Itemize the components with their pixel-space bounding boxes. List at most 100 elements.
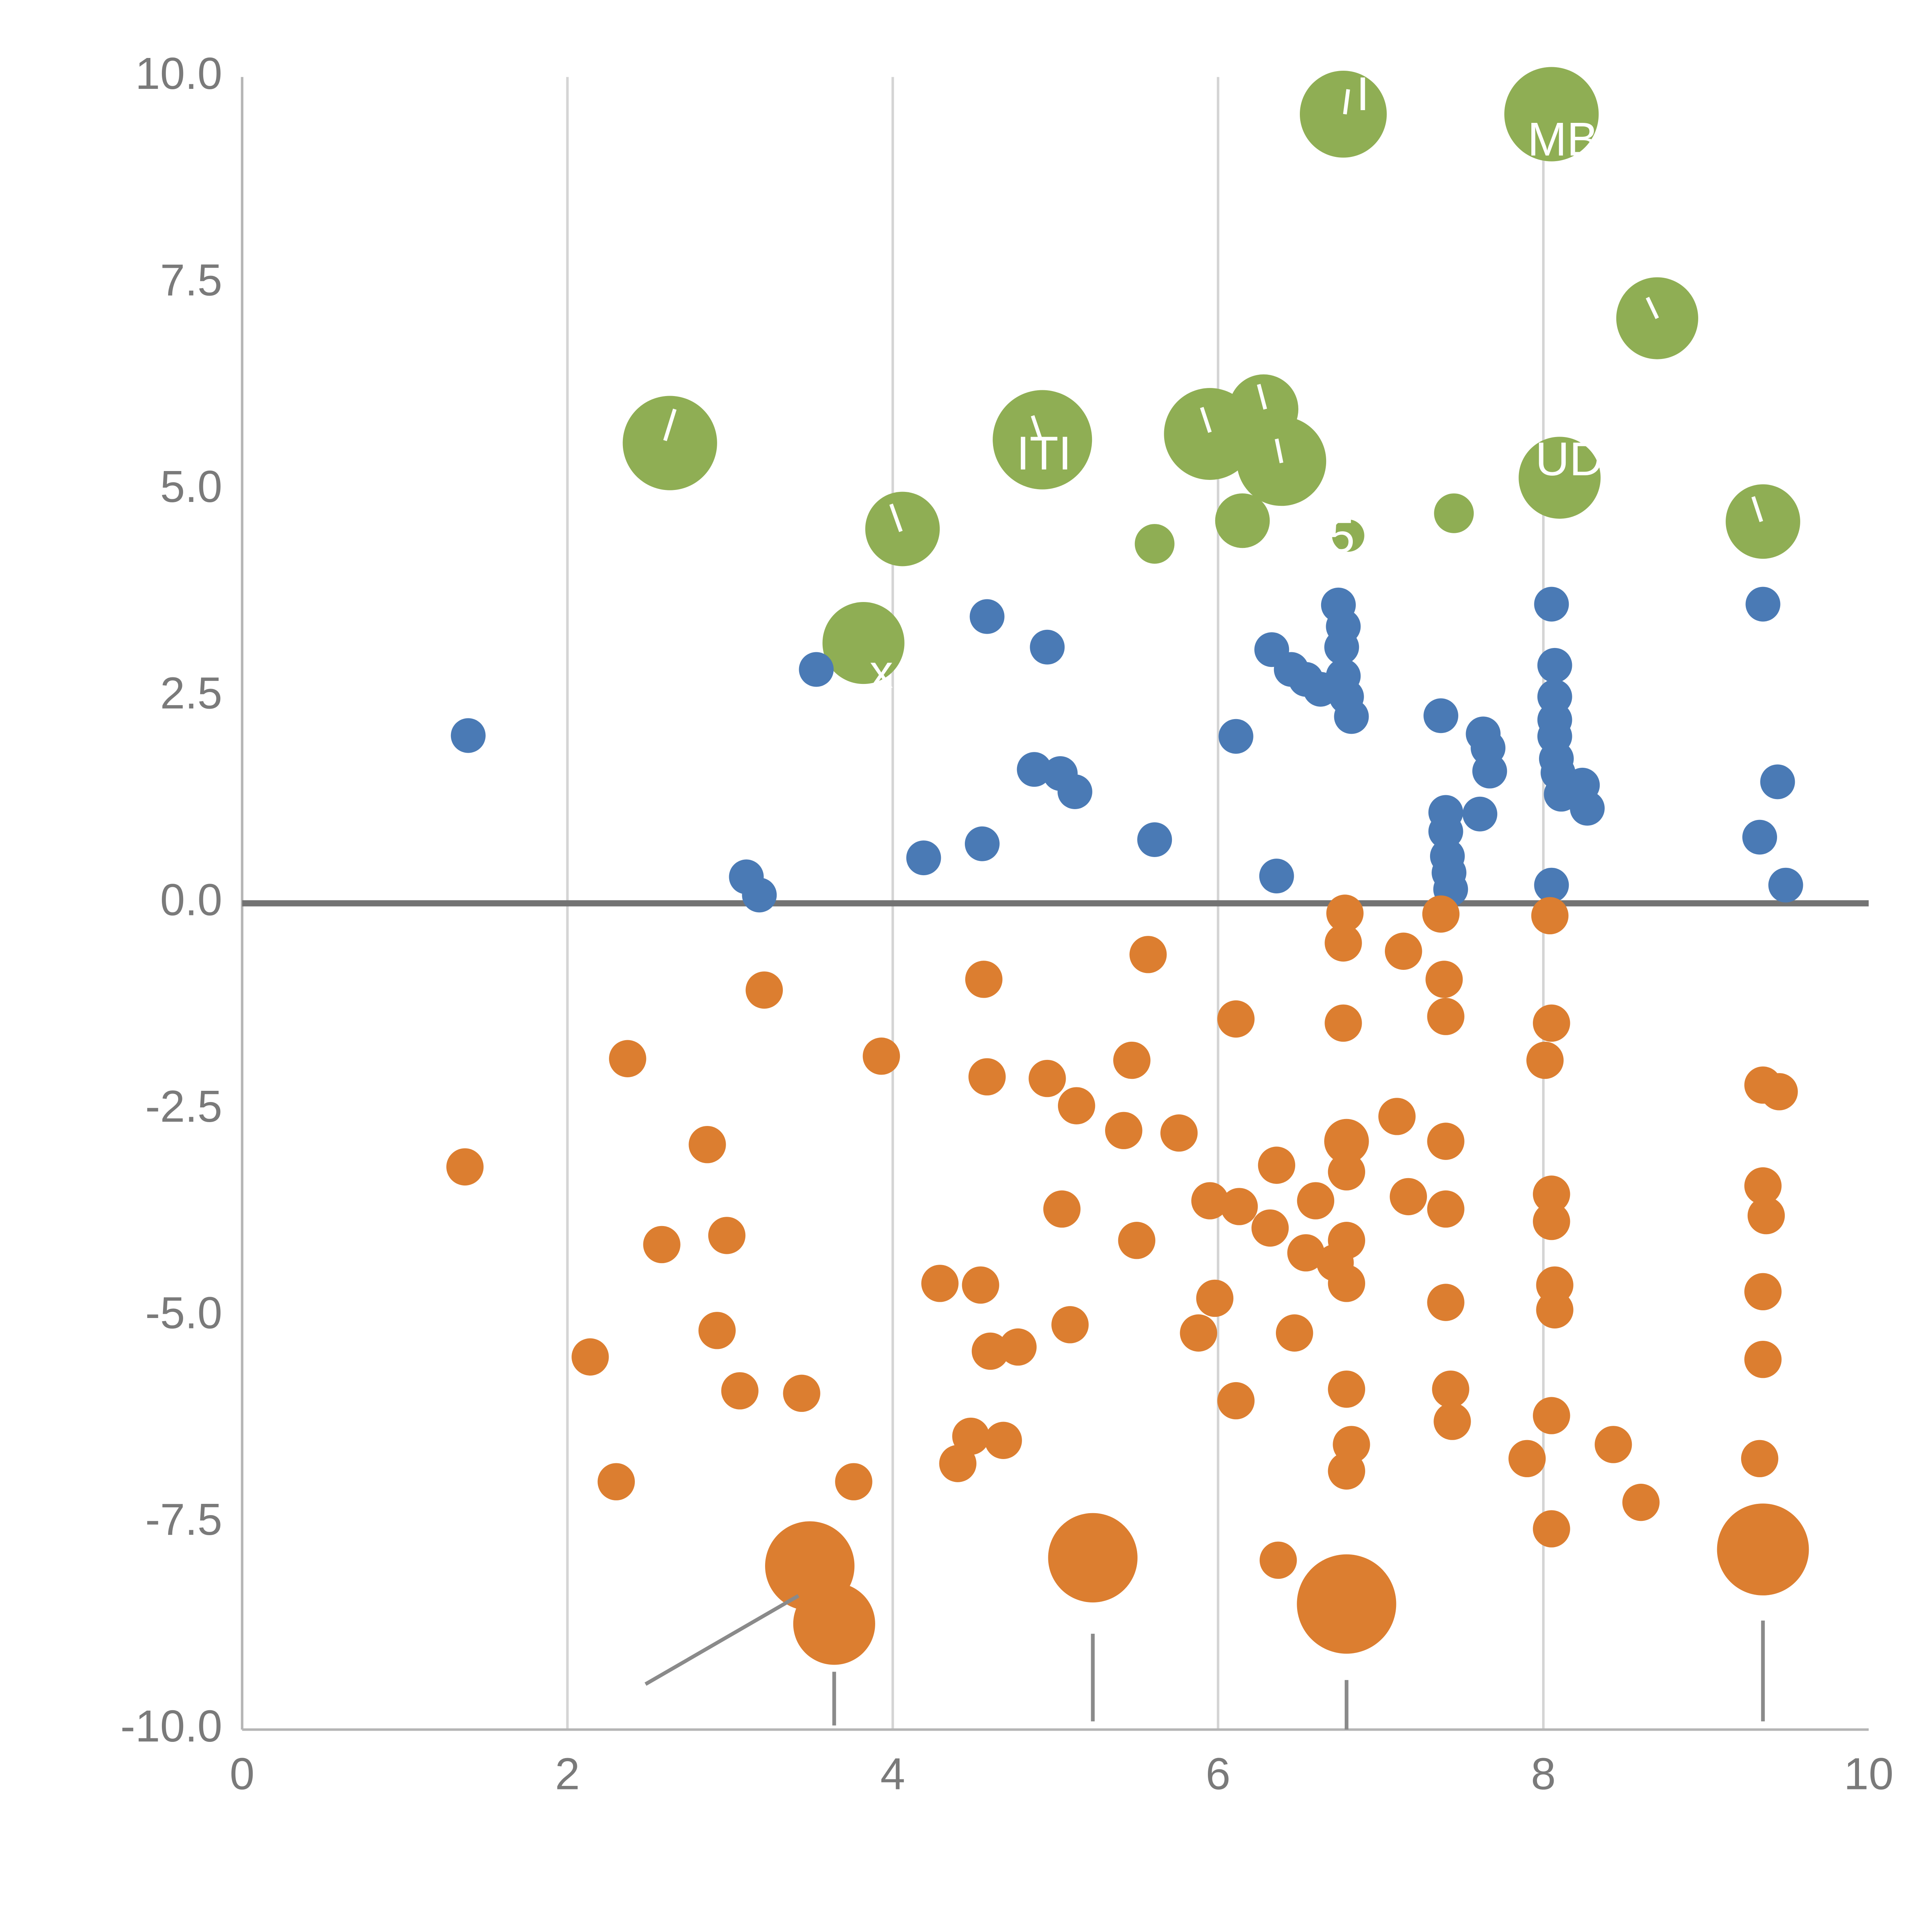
orange-dots-data-point	[1325, 1004, 1362, 1042]
orange-dots-data-point	[609, 1040, 646, 1077]
orange-dots-data-point	[968, 1058, 1006, 1096]
orange-dots-data-point	[1118, 1222, 1156, 1259]
y-tick-label: -2.5	[145, 1081, 222, 1131]
orange-dots-data-point	[1427, 998, 1464, 1035]
orange-dots-data-point	[643, 1226, 680, 1264]
blue-dots-data-point	[742, 878, 777, 913]
orange-dots-data-point	[1058, 1087, 1095, 1124]
green-bubbles-data-point	[1726, 484, 1800, 559]
tick-labels-layer: 0 2 4 6 8 10 10.0 7.5 5.0 2.5 0.0 -2.5 -5.0 -7.5 -10.0	[121, 48, 1894, 1799]
orange-dots-data-point	[921, 1265, 959, 1302]
orange-dots-data-point	[1196, 1279, 1234, 1317]
green-bubbles-data-point	[1519, 437, 1601, 519]
orange-dots-data-point	[1113, 1041, 1151, 1079]
orange-dots-data-point	[1508, 1440, 1546, 1477]
orange-dots-data-point	[971, 1332, 1009, 1370]
orange-dots-data-point	[721, 1372, 759, 1410]
green-bubbles-data-point	[1434, 493, 1474, 533]
x-tick-label: 10	[1844, 1748, 1894, 1799]
orange-dots-data-point	[999, 1328, 1037, 1366]
bubble-tick-line	[1200, 407, 1212, 433]
green-bubbles-data-point	[1616, 277, 1698, 359]
blue-dots-data-point	[1534, 587, 1569, 622]
x-tick-label: 6	[1206, 1748, 1230, 1799]
blue-dots-data-point	[1534, 867, 1569, 903]
bubble-tick-line	[663, 408, 677, 441]
orange-dots-data-point	[1276, 1314, 1313, 1352]
orange-dots-data-point	[1326, 895, 1364, 932]
orange-dots-data-point	[1328, 1370, 1366, 1408]
orange-dots-data-point	[1747, 1197, 1785, 1235]
blue-dots-data-point	[969, 599, 1005, 634]
orange-dots-data-point	[1595, 1426, 1632, 1463]
annotation-pin-line	[645, 1594, 799, 1686]
orange-dots-data-point	[962, 1266, 999, 1304]
green-bubbles-data-point	[622, 396, 717, 490]
y-tick-label: -7.5	[145, 1494, 222, 1544]
y-tick-label: 10.0	[135, 48, 222, 99]
orange-dots-data-point	[1259, 1541, 1297, 1579]
orange-dots-data-point	[1105, 1112, 1143, 1150]
bubble-tick-line	[1343, 89, 1350, 115]
bubble-tick-line	[1275, 438, 1284, 463]
orange-dots-data-point	[689, 1126, 726, 1163]
orange-dots-data-point	[1378, 1098, 1416, 1135]
orange-dots-data-point	[446, 1148, 484, 1186]
orange-dots-data-point	[1328, 1222, 1366, 1259]
bubble-label: MB	[1527, 113, 1598, 166]
x-tick-label: 4	[880, 1748, 905, 1799]
green-bubbles-data-point	[993, 390, 1092, 490]
orange-dots-data-point	[1297, 1182, 1335, 1219]
green-bubbles-data-point	[865, 492, 940, 566]
blue-dots-data-point	[1428, 814, 1463, 849]
y-tick-label: 5.0	[160, 461, 222, 512]
orange-dots-data-point	[597, 1463, 635, 1500]
orange-dots-data-point	[1741, 1440, 1779, 1477]
blue-dots-data-point	[1760, 764, 1795, 799]
orange-dots-data-point	[1251, 1209, 1289, 1247]
orange-dots-data-point	[793, 1583, 875, 1665]
green-bubbles-data-point	[1215, 493, 1270, 548]
orange-dots-data-point	[1533, 1004, 1570, 1042]
bubble-tick-line	[1751, 496, 1763, 522]
blue-dots-data-point	[1334, 699, 1369, 734]
green-bubbles-data-point	[1299, 70, 1387, 158]
orange-dots-data-point	[1160, 1114, 1198, 1152]
orange-dots-data-point	[1744, 1273, 1782, 1311]
bubble-tick-line	[889, 503, 903, 532]
orange-dots-data-point	[1533, 1397, 1570, 1434]
y-tick-label: 0.0	[160, 874, 222, 925]
data-points-layer	[446, 67, 1809, 1665]
orange-dots-data-point	[1432, 1370, 1469, 1408]
orange-dots-data-point	[571, 1338, 609, 1376]
orange-dots-data-point	[1427, 1122, 1464, 1160]
bubble-tick-line	[1257, 384, 1267, 410]
blue-dots-data-point	[1017, 752, 1052, 787]
blue-dots-data-point	[1030, 629, 1065, 665]
x-tick-label: 8	[1531, 1748, 1556, 1799]
blue-dots-data-point	[1259, 859, 1294, 894]
blue-dots-data-point	[1218, 719, 1253, 754]
blue-dots-data-point	[451, 718, 486, 753]
green-bubbles-data-point	[822, 602, 905, 684]
orange-dots-data-point	[1760, 1073, 1798, 1111]
orange-dots-data-point	[1297, 1554, 1396, 1654]
orange-dots-data-point	[1287, 1234, 1325, 1272]
blue-dots-data-point	[1472, 753, 1507, 789]
green-bubbles-data-point	[1332, 519, 1364, 552]
bubble-label: 5	[1328, 509, 1355, 562]
orange-dots-data-point	[1427, 1190, 1464, 1228]
orange-dots-data-point	[1217, 1000, 1255, 1038]
orange-dots-data-point	[698, 1312, 736, 1349]
orange-dots-data-point	[1220, 1188, 1258, 1225]
blue-dots-data-point	[1057, 774, 1092, 810]
orange-dots-data-point	[1717, 1503, 1809, 1595]
blue-dots-data-point	[1537, 648, 1572, 683]
bubble-tick-line	[1646, 297, 1659, 319]
blue-dots-data-point	[1137, 822, 1172, 857]
orange-dots-data-point	[1622, 1483, 1660, 1521]
orange-dots-data-point	[1531, 897, 1569, 935]
y-tick-label: -5.0	[145, 1288, 222, 1338]
blue-dots-data-point	[1570, 791, 1605, 826]
